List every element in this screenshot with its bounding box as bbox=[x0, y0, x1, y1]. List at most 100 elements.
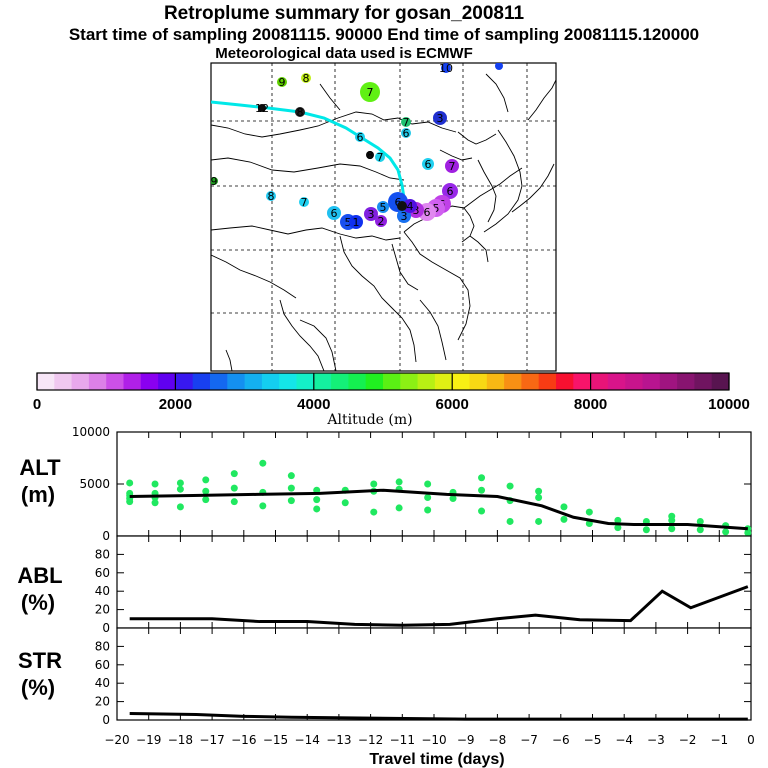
alt-point bbox=[259, 502, 267, 510]
map-marker-label: 6 bbox=[357, 131, 364, 144]
map-marker-label: 6 bbox=[395, 196, 402, 209]
alt-point bbox=[202, 496, 210, 504]
alt-point bbox=[614, 524, 622, 532]
alt-point bbox=[424, 494, 432, 502]
colorbar-cell bbox=[469, 373, 488, 390]
map-marker-label: 6 bbox=[403, 127, 410, 140]
colorbar: 0 2000 4000 6000 8000 10000 Altitude (m) bbox=[33, 372, 750, 428]
map-marker bbox=[442, 183, 458, 199]
alt-point bbox=[395, 504, 403, 512]
colorbar-cell bbox=[296, 373, 315, 390]
abl-panel: ABL (%) 80 60 40 20 0 bbox=[17, 535, 752, 635]
map-marker-label: 5 bbox=[345, 216, 352, 229]
alt-yticks: 10000 5000 0 bbox=[72, 425, 751, 543]
alt-point bbox=[313, 505, 321, 513]
x-tick-label: −15 bbox=[263, 733, 288, 747]
alt-point bbox=[668, 512, 676, 520]
colorbar-cell bbox=[227, 373, 246, 390]
map-marker bbox=[295, 107, 305, 117]
map-marker-label: 1 bbox=[353, 216, 360, 229]
y-tick-label: 20 bbox=[95, 695, 110, 709]
colorbar-cell bbox=[331, 373, 349, 390]
alt-point bbox=[230, 498, 238, 506]
map-marker bbox=[403, 199, 417, 213]
x-tick-label: −4 bbox=[615, 733, 633, 747]
colorbar-cell bbox=[88, 373, 107, 390]
colorbar-cell bbox=[642, 373, 661, 390]
map-marker-label: 5 bbox=[380, 201, 387, 214]
map-marker-label: 7 bbox=[377, 151, 384, 164]
colorbar-ticks: 0 2000 4000 6000 8000 10000 bbox=[33, 373, 750, 413]
alt-point bbox=[668, 525, 676, 533]
sampling-times: Start time of sampling 20081115. 90000 E… bbox=[68, 25, 700, 44]
alt-point bbox=[313, 496, 321, 504]
map-marker-label: 9 bbox=[279, 76, 286, 89]
x-tick-label: −11 bbox=[390, 733, 415, 747]
colorbar-cell bbox=[71, 373, 90, 390]
met-data-source: Meteorological data used is ECMWF bbox=[215, 45, 473, 62]
str-line bbox=[129, 712, 748, 721]
colorbar-cell bbox=[313, 373, 332, 390]
alt-point bbox=[506, 482, 514, 490]
alt-point bbox=[478, 507, 486, 515]
alt-point bbox=[230, 470, 238, 478]
x-tick-label: −3 bbox=[647, 733, 665, 747]
alt-point bbox=[176, 479, 184, 487]
colorbar-cell bbox=[711, 373, 730, 390]
x-tick-label: −18 bbox=[168, 733, 193, 747]
colorbar-cell bbox=[261, 373, 280, 390]
alt-point bbox=[151, 480, 159, 488]
alt-point bbox=[230, 484, 238, 492]
alt-point bbox=[478, 474, 486, 482]
x-tick-label: −19 bbox=[136, 733, 161, 747]
colorbar-cell bbox=[279, 373, 297, 390]
map-marker bbox=[397, 201, 407, 211]
y-tick-label: 0 bbox=[102, 621, 110, 635]
chart-title: Retroplume summary for gosan_200811 bbox=[163, 3, 525, 24]
alt-point bbox=[370, 508, 378, 516]
colorbar-tick-label: 2000 bbox=[159, 396, 192, 413]
y-tick-label: 0 bbox=[102, 713, 110, 727]
map-marker-label: 3 bbox=[368, 208, 375, 221]
x-tick-label: −16 bbox=[231, 733, 256, 747]
y-tick-label: 60 bbox=[95, 658, 110, 672]
colorbar-cell bbox=[210, 373, 228, 390]
alt-point bbox=[202, 476, 210, 484]
abl-ylabel: ABL bbox=[17, 563, 62, 588]
map-marker bbox=[266, 191, 276, 201]
map-marker-label: 2 bbox=[378, 215, 385, 228]
map-marker-label: 3 bbox=[437, 112, 444, 125]
colorbar-cell bbox=[158, 373, 176, 390]
str-yticks: 80 60 40 20 0 bbox=[95, 639, 751, 727]
abl-xticks bbox=[116, 536, 752, 628]
x-tick-label: 0 bbox=[747, 733, 755, 747]
abl-yticks: 80 60 40 20 0 bbox=[95, 547, 751, 635]
alt-point bbox=[535, 487, 543, 495]
alt-point bbox=[370, 480, 378, 488]
y-tick-label: 60 bbox=[95, 566, 110, 580]
alt-point bbox=[449, 495, 457, 503]
map-marker-label: 7 bbox=[367, 86, 374, 99]
x-tick-label: −14 bbox=[295, 733, 320, 747]
map-marker-label: 6 bbox=[425, 158, 432, 171]
colorbar-cell bbox=[383, 373, 401, 390]
alt-point bbox=[560, 515, 568, 523]
map-marker bbox=[401, 117, 411, 127]
x-tick-label: −10 bbox=[421, 733, 446, 747]
colorbar-cell bbox=[54, 373, 73, 390]
alt-point bbox=[424, 506, 432, 514]
map-panel: 109871283766876798765132566656334 bbox=[210, 62, 557, 372]
y-tick-label: 0 bbox=[102, 529, 110, 543]
abl-ylabel-unit: (%) bbox=[21, 590, 55, 615]
map-marker bbox=[364, 207, 378, 221]
map-marker-label: 8 bbox=[297, 106, 304, 119]
y-tick-label: 5000 bbox=[79, 477, 110, 491]
colorbar-cell bbox=[244, 373, 263, 390]
colorbar-tick-label: 10000 bbox=[708, 396, 750, 413]
colorbar-cell bbox=[677, 373, 695, 390]
str-ylabel-unit: (%) bbox=[21, 675, 55, 700]
colorbar-cell bbox=[504, 373, 522, 390]
map-markers: 109871283766876798765132566656334 bbox=[211, 63, 503, 230]
colorbar-cell bbox=[556, 373, 574, 390]
